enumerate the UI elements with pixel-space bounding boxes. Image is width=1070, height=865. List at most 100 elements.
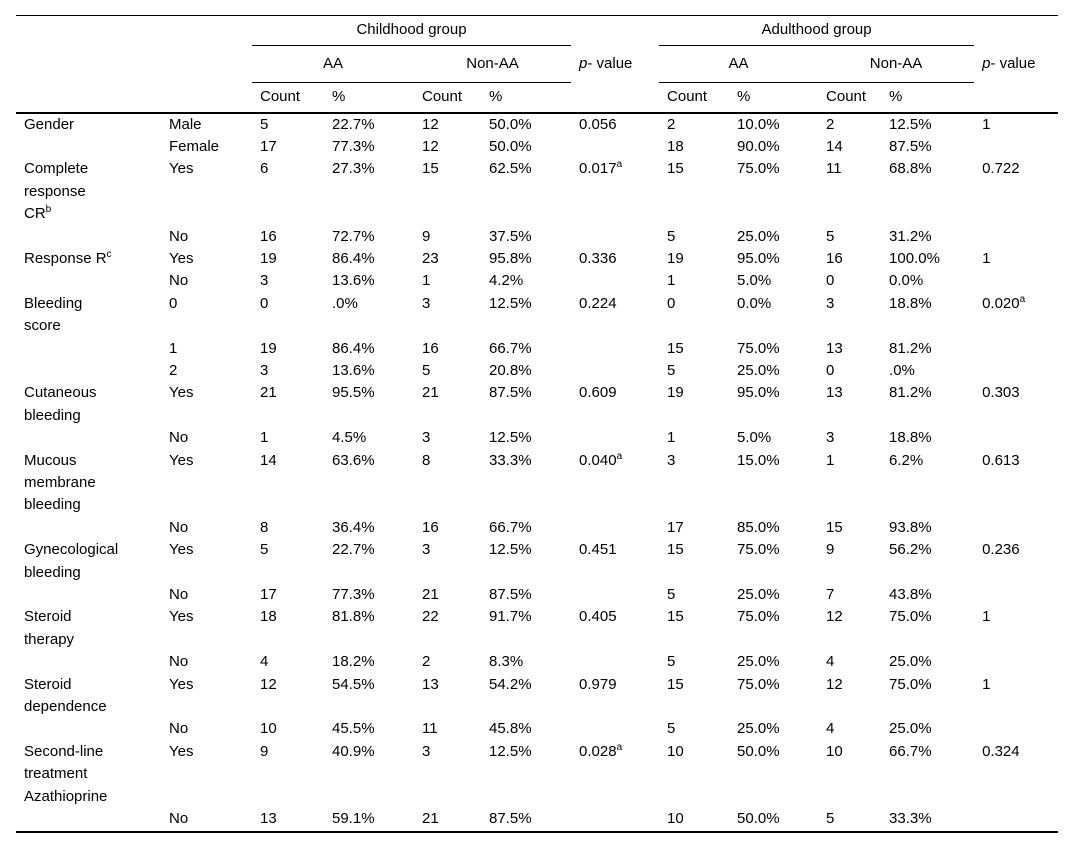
childhood-aa-percent-cell: 22.7% (332, 541, 375, 559)
childhood-nonaa-count-cell: 12 (422, 115, 439, 133)
p-value-adulthood-cell (974, 226, 1058, 248)
header-spacer (16, 16, 252, 46)
childhood-aa-count-cell: 3 (260, 361, 269, 379)
adulthood-nonaa-percent-cell: 81.2% (889, 339, 932, 357)
row-label-cell: Steroid therapy (24, 608, 75, 648)
p-value-childhood-cell: 0.224 (579, 294, 617, 312)
adulthood-nonaa-percent-cell: 0.0% (889, 272, 924, 290)
footnote-superscript: a (1019, 293, 1026, 305)
adulthood-aa-percent-cell: 95.0% (737, 384, 780, 402)
p-value-adulthood-cell (974, 651, 1058, 673)
childhood-aa-count-cell: 17 (260, 137, 277, 155)
adulthood-aa-count-cell: 17 (667, 518, 684, 536)
table-row: No 16 72.7% 9 37.5% 5 25.0% 5 31.2% (16, 226, 1058, 248)
adulthood-nonaa-percent-cell: .0% (889, 361, 915, 379)
adulthood-nonaa-count-cell: 3 (826, 429, 835, 447)
childhood-aa-percent-cell: 4.5% (332, 429, 367, 447)
childhood-nonaa-count-cell: 21 (422, 384, 439, 402)
table-row: Steroid therapy Yes 18 81.8% 22 91.7% 0.405 15 7… (16, 606, 1058, 651)
adulthood-aa-count-cell: 19 (667, 384, 684, 402)
adulthood-aa-percent-cell: 25.0% (737, 653, 780, 671)
adulthood-aa-percent-cell: 75.0% (737, 160, 780, 178)
adulthood-nonaa-count-cell: 0 (826, 361, 835, 379)
adulthood-aa-percent-cell: 5.0% (737, 429, 772, 447)
childhood-nonaa-percent-cell: 37.5% (489, 227, 532, 245)
table-row: Response Rc Yes 19 86.4% 23 95.8% 0.336 19 95.0%… (16, 248, 1058, 270)
table-row: 1 19 86.4% 16 66.7% 15 75.0% 13 81.2% (16, 338, 1058, 360)
row-category-cell: 2 (169, 361, 178, 379)
childhood-nonaa-percent-cell: 4.2% (489, 272, 524, 290)
row-label-cell: Steroid dependence (24, 675, 107, 716)
adulthood-nonaa-count-cell: 14 (826, 137, 843, 155)
table-row: Gynecological bleeding Yes 5 22.7% 3 12.5% 0.4… (16, 539, 1058, 584)
p-value-childhood-cell (571, 517, 659, 539)
adulthood-aa-count-cell: 1 (667, 272, 676, 290)
childhood-nonaa-percent-cell: 66.7% (489, 518, 532, 536)
p-value-adulthood-cell: 0.303 (982, 384, 1020, 402)
adulthood-aa-count-cell: 2 (667, 115, 676, 133)
header-spacer (571, 83, 659, 113)
adulthood-nonaa-count-cell: 0 (826, 272, 835, 290)
childhood-nonaa-percent-cell: 66.7% (489, 339, 532, 357)
p-value-adulthood-cell: 1 (982, 608, 991, 626)
row-label-cell: Response Rc (24, 248, 112, 267)
header-adulthood-group: Adulthood group (659, 15, 975, 46)
row-label-cell (16, 136, 161, 158)
childhood-aa-count-cell: 0 (260, 294, 269, 312)
adulthood-nonaa-percent-cell: 68.8% (889, 160, 932, 178)
header-childhood-nonaa: Non-AA (414, 45, 572, 83)
adulthood-aa-count-cell: 15 (667, 160, 684, 178)
childhood-aa-percent-cell: 13.6% (332, 272, 375, 290)
p-value-childhood-cell: 0.609 (579, 384, 617, 402)
childhood-nonaa-percent-cell: 20.8% (489, 361, 532, 379)
adulthood-nonaa-percent-cell: 18.8% (889, 294, 932, 312)
adulthood-aa-count-cell: 5 (667, 227, 676, 245)
childhood-aa-percent-cell: 77.3% (332, 586, 375, 604)
childhood-nonaa-count-cell: 3 (422, 429, 431, 447)
adulthood-aa-percent-cell: 90.0% (737, 137, 780, 155)
childhood-aa-count-cell: 17 (260, 586, 277, 604)
p-value-childhood-cell: 0.028a (579, 741, 623, 760)
p-value-adulthood-cell: 0.722 (982, 160, 1020, 178)
p-value-adulthood-cell: 0.236 (982, 541, 1020, 559)
table-row: Cutaneous bleeding Yes 21 95.5% 21 87.5% 0.609… (16, 382, 1058, 427)
childhood-aa-count-cell: 13 (260, 810, 277, 828)
childhood-nonaa-percent-cell: 87.5% (489, 586, 532, 604)
childhood-aa-percent-cell: 18.2% (332, 653, 375, 671)
row-category-cell: Male (169, 115, 202, 133)
header-percent-childhood-nonaa: % (489, 88, 503, 106)
childhood-aa-count-cell: 16 (260, 227, 277, 245)
adulthood-nonaa-percent-cell: 66.7% (889, 742, 932, 760)
childhood-aa-percent-cell: 86.4% (332, 249, 375, 267)
row-label-cell (16, 718, 161, 740)
row-category-cell: No (169, 272, 189, 290)
childhood-aa-percent-cell: 77.3% (332, 137, 375, 155)
childhood-nonaa-count-cell: 21 (422, 810, 439, 828)
p-value-adulthood-cell (974, 360, 1058, 382)
row-label-cell (16, 226, 161, 248)
adulthood-aa-percent-cell: 75.0% (737, 675, 780, 693)
row-label-cell (16, 338, 161, 360)
p-value-childhood-cell: 0.017a (579, 159, 623, 178)
childhood-nonaa-percent-cell: 45.8% (489, 720, 532, 738)
childhood-nonaa-count-cell: 9 (422, 227, 431, 245)
p-value-adulthood-cell (974, 517, 1058, 539)
adulthood-aa-count-cell: 5 (667, 720, 676, 738)
header-percent-adulthood-nonaa: % (889, 88, 903, 106)
childhood-nonaa-percent-cell: 12.5% (489, 742, 532, 760)
footnote-superscript: a (616, 741, 623, 753)
adulthood-nonaa-percent-cell: 33.3% (889, 810, 932, 828)
p-value-adulthood-cell: 0.613 (982, 451, 1020, 469)
p-value-childhood-cell (571, 427, 659, 449)
header-row-subgroups: AA Non-AA p- value AA Non-AA p- value (16, 45, 1058, 83)
row-category-cell: Yes (169, 451, 194, 469)
table-row: No 3 13.6% 1 4.2% 1 5.0% 0 0.0% (16, 270, 1058, 292)
header-percent-childhood-aa: % (332, 88, 346, 106)
adulthood-nonaa-count-cell: 10 (826, 742, 843, 760)
adulthood-nonaa-percent-cell: 43.8% (889, 586, 932, 604)
p-value-adulthood-cell (974, 338, 1058, 360)
p-value-adulthood-cell (974, 270, 1058, 292)
childhood-nonaa-percent-cell: 91.7% (489, 608, 532, 626)
row-category-cell: No (169, 429, 189, 447)
childhood-nonaa-count-cell: 16 (422, 518, 439, 536)
